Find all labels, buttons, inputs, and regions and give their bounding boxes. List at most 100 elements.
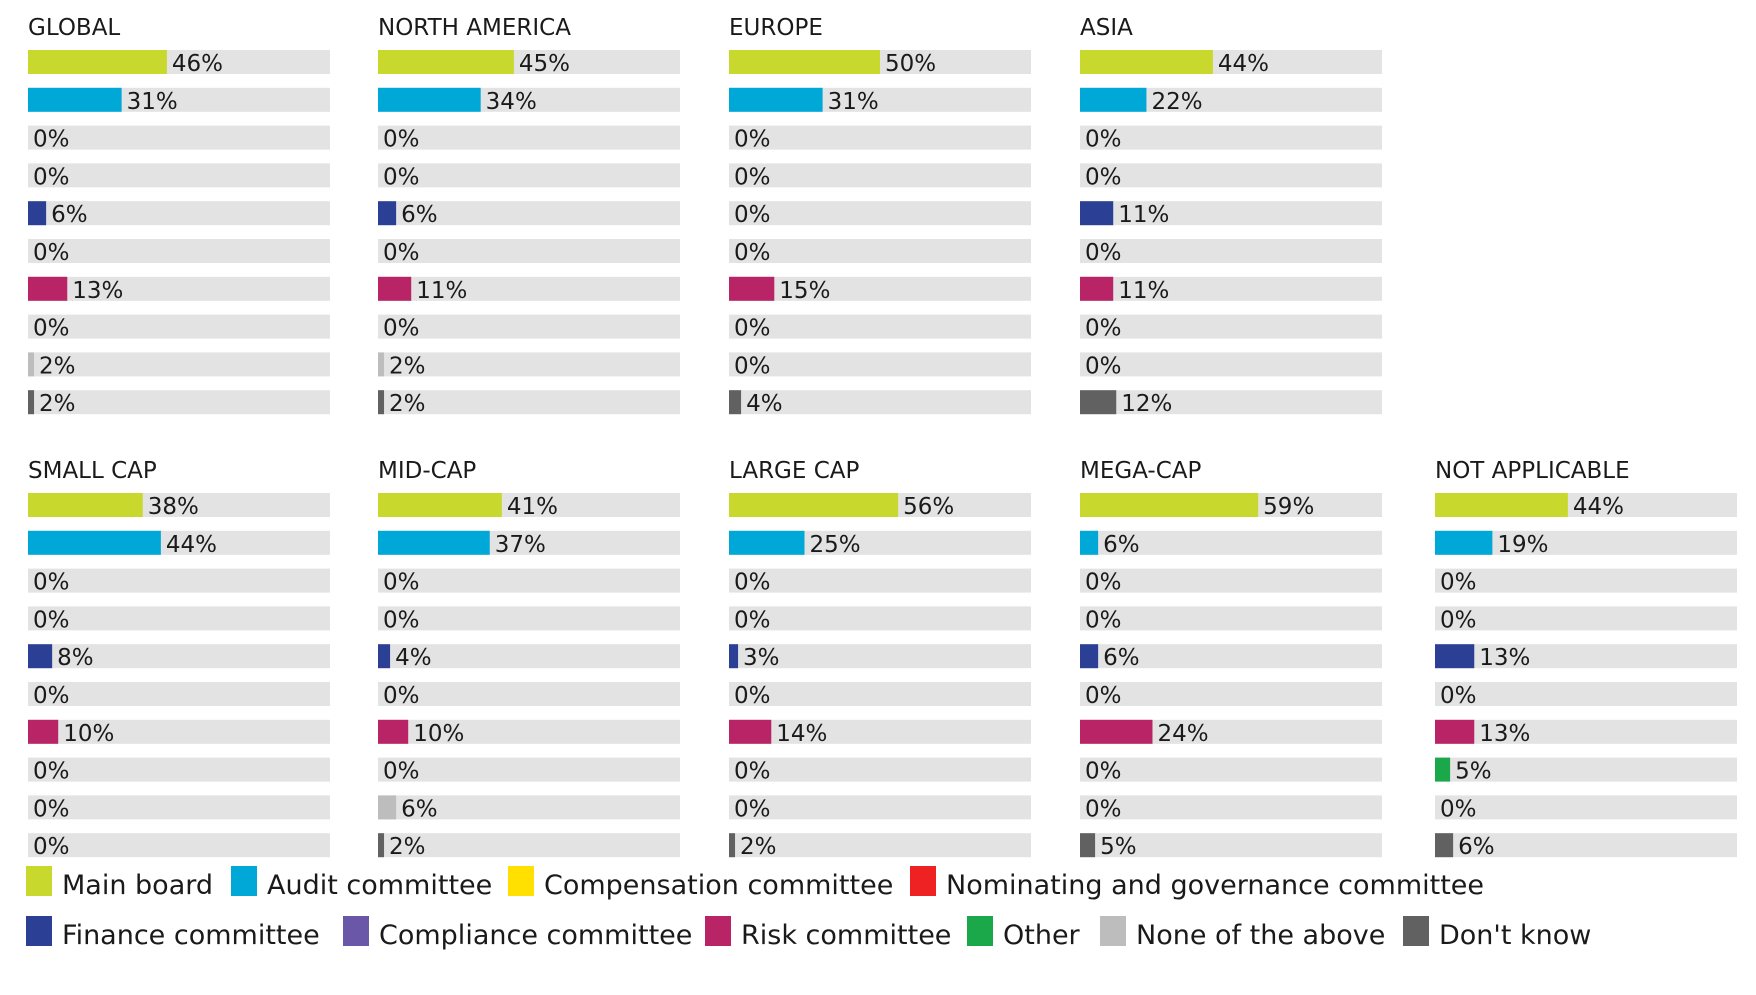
bar-track bbox=[729, 276, 1031, 301]
data-label: 0% bbox=[383, 127, 420, 153]
panel-title: LARGE CAP bbox=[729, 458, 860, 484]
bar bbox=[1435, 493, 1568, 517]
data-label: 0% bbox=[33, 240, 70, 266]
bar-track bbox=[729, 682, 1031, 706]
legend-swatch bbox=[967, 916, 993, 946]
data-label: 8% bbox=[57, 645, 94, 671]
bar-track bbox=[729, 163, 1031, 188]
bar bbox=[1080, 719, 1153, 744]
bar-track bbox=[1080, 163, 1382, 188]
data-label: 0% bbox=[1085, 164, 1122, 190]
bar-track bbox=[1080, 644, 1382, 669]
bar-track bbox=[1080, 682, 1382, 706]
data-label: 15% bbox=[779, 278, 830, 304]
bar-track bbox=[378, 757, 680, 782]
data-label: 0% bbox=[1085, 607, 1122, 633]
bar bbox=[378, 352, 385, 377]
bar-track bbox=[1435, 719, 1737, 744]
data-label: 4% bbox=[395, 645, 432, 671]
bar bbox=[1435, 530, 1493, 555]
bar-track bbox=[28, 314, 330, 339]
data-label: 0% bbox=[1440, 683, 1477, 709]
data-label: 44% bbox=[1218, 51, 1269, 77]
data-label: 10% bbox=[413, 721, 464, 747]
data-label: 6% bbox=[401, 796, 438, 822]
data-label: 2% bbox=[389, 834, 426, 860]
data-label: 11% bbox=[416, 278, 467, 304]
bar-track bbox=[28, 833, 330, 858]
legend-swatch bbox=[1100, 916, 1126, 946]
data-label: 11% bbox=[1118, 278, 1169, 304]
bar bbox=[28, 719, 59, 744]
data-label: 13% bbox=[1479, 721, 1530, 747]
legend-label: Finance committee bbox=[62, 920, 320, 951]
legend-swatch bbox=[1403, 916, 1429, 946]
bar bbox=[1080, 644, 1099, 669]
bar bbox=[28, 50, 167, 74]
bar-track bbox=[1080, 276, 1382, 301]
bar bbox=[378, 719, 409, 744]
data-label: 0% bbox=[33, 164, 70, 190]
bar-track bbox=[378, 644, 680, 669]
data-label: 37% bbox=[495, 532, 546, 558]
data-label: 0% bbox=[33, 796, 70, 822]
data-label: 0% bbox=[1085, 759, 1122, 785]
data-label: 56% bbox=[903, 494, 954, 520]
bar bbox=[28, 390, 35, 415]
bar bbox=[1435, 719, 1475, 744]
bar-track bbox=[1435, 682, 1737, 706]
bar-track bbox=[1080, 125, 1382, 150]
bar-track bbox=[28, 390, 330, 415]
bar bbox=[378, 276, 412, 301]
legend-swatch bbox=[26, 866, 52, 896]
bar-track bbox=[28, 757, 330, 782]
bar bbox=[378, 530, 490, 555]
bar-track bbox=[729, 795, 1031, 820]
data-label: 0% bbox=[1085, 683, 1122, 709]
data-label: 6% bbox=[1458, 834, 1495, 860]
bar-track bbox=[729, 390, 1031, 415]
data-label: 44% bbox=[166, 532, 217, 558]
data-label: 0% bbox=[734, 607, 771, 633]
panel-title: MEGA-CAP bbox=[1080, 458, 1202, 484]
legend: Main board Audit committee Compensation co… bbox=[26, 866, 1591, 951]
data-label: 0% bbox=[734, 683, 771, 709]
data-label: 5% bbox=[1100, 834, 1137, 860]
bar-track bbox=[729, 314, 1031, 339]
bar bbox=[378, 50, 514, 74]
bar-track bbox=[28, 163, 330, 188]
data-label: 46% bbox=[172, 51, 223, 77]
bar-track bbox=[729, 201, 1031, 226]
panel-mid-cap: MID-CAP 41% 37% 0% 0% 4% 0% 10% 0% 6% 2% bbox=[378, 458, 680, 860]
legend-label: Risk committee bbox=[741, 920, 951, 951]
bar bbox=[729, 719, 772, 744]
data-label: 31% bbox=[828, 89, 879, 115]
data-label: 0% bbox=[734, 759, 771, 785]
data-label: 0% bbox=[1085, 353, 1122, 379]
data-label: 0% bbox=[1085, 796, 1122, 822]
bar-track bbox=[378, 352, 680, 377]
bar-track bbox=[378, 795, 680, 820]
bar bbox=[729, 87, 823, 112]
bar bbox=[378, 795, 397, 820]
data-label: 59% bbox=[1263, 494, 1314, 520]
bar-track bbox=[378, 833, 680, 858]
data-label: 0% bbox=[734, 164, 771, 190]
data-label: 0% bbox=[33, 316, 70, 342]
bar-track bbox=[28, 682, 330, 706]
data-label: 0% bbox=[33, 759, 70, 785]
legend-label: Nominating and governance committee bbox=[946, 870, 1484, 901]
bar bbox=[28, 530, 161, 555]
panel-asia: ASIA 44% 22% 0% 0% 11% 0% 11% 0% 0% 12% bbox=[1080, 15, 1382, 417]
bar-track bbox=[729, 125, 1031, 150]
bar-track bbox=[1435, 606, 1737, 631]
bar-track bbox=[28, 276, 330, 301]
data-label: 0% bbox=[1085, 240, 1122, 266]
data-label: 11% bbox=[1118, 202, 1169, 228]
data-label: 2% bbox=[740, 834, 777, 860]
bar bbox=[1080, 390, 1117, 415]
data-label: 0% bbox=[33, 127, 70, 153]
data-label: 50% bbox=[885, 51, 936, 77]
